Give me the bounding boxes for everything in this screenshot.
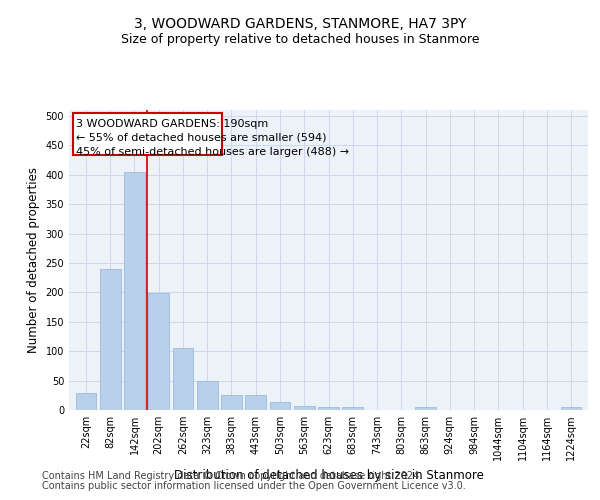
Text: 45% of semi-detached houses are larger (488) →: 45% of semi-detached houses are larger (… (76, 147, 349, 157)
Bar (221, 396, 242, 410)
Text: Size of property relative to detached houses in Stanmore: Size of property relative to detached ho… (121, 32, 479, 46)
Bar (124, 172, 145, 410)
Text: Contains public sector information licensed under the Open Government Licence v3: Contains public sector information licen… (42, 481, 466, 491)
Bar (269, 402, 290, 410)
Bar (343, 407, 363, 410)
Bar (294, 406, 314, 410)
Bar (561, 407, 581, 410)
Text: Contains HM Land Registry data © Crown copyright and database right 2024.: Contains HM Land Registry data © Crown c… (42, 471, 422, 481)
Bar (415, 407, 436, 410)
Bar (100, 270, 121, 410)
Bar (76, 393, 96, 410)
Text: ← 55% of detached houses are smaller (594): ← 55% of detached houses are smaller (59… (76, 133, 327, 143)
Bar (148, 293, 169, 410)
X-axis label: Distribution of detached houses by size in Stanmore: Distribution of detached houses by size … (173, 468, 484, 481)
FancyBboxPatch shape (73, 113, 222, 156)
Y-axis label: Number of detached properties: Number of detached properties (27, 167, 40, 353)
Text: 3 WOODWARD GARDENS: 190sqm: 3 WOODWARD GARDENS: 190sqm (76, 119, 269, 129)
Text: 3, WOODWARD GARDENS, STANMORE, HA7 3PY: 3, WOODWARD GARDENS, STANMORE, HA7 3PY (134, 18, 466, 32)
Bar (173, 348, 193, 410)
Bar (245, 396, 266, 410)
Bar (318, 407, 339, 410)
Bar (197, 381, 218, 410)
